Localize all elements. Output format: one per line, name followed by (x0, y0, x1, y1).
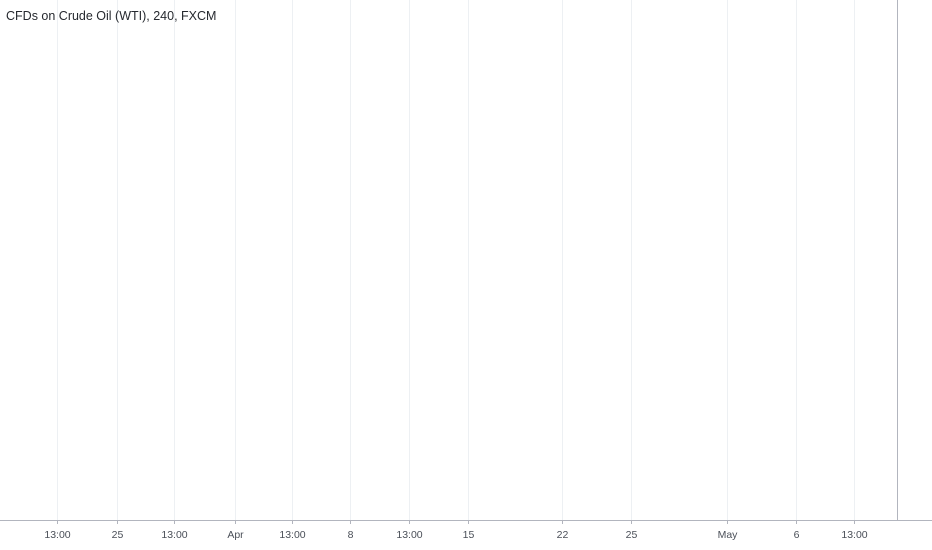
x-tick-label: 13:00 (279, 529, 305, 541)
x-tick-label: 22 (557, 529, 569, 541)
x-tick-label: Apr (227, 529, 244, 541)
x-tick-label: 13:00 (841, 529, 867, 541)
time-axis: 13:00 25 13:00 Apr 13:00 8 13:00 15 22 25 May 6 13:0… (44, 520, 868, 541)
x-tick-label: 6 (794, 529, 800, 541)
x-tick-label: 25 (626, 529, 638, 541)
x-tick-label: May (718, 529, 739, 541)
x-tick-label: 13:00 (44, 529, 70, 541)
x-tick-label: 25 (112, 529, 124, 541)
x-tick-label: 13:00 (161, 529, 187, 541)
x-tick-label: 13:00 (396, 529, 422, 541)
chart-title: CFDs on Crude Oil (WTI), 240, FXCM (6, 9, 216, 23)
x-tick-label: 8 (348, 529, 354, 541)
x-tick-label: 15 (463, 529, 475, 541)
chart-grid (57, 0, 855, 520)
